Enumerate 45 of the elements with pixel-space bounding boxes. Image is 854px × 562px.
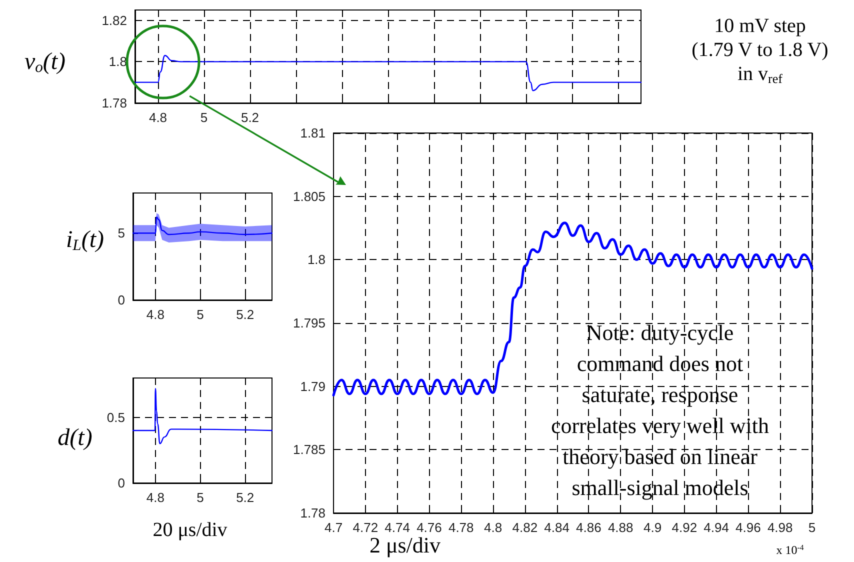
x-tick-label: 4.84 xyxy=(544,520,570,535)
x-tick-label: 4.9 xyxy=(643,520,662,535)
x-tick-label: 5 xyxy=(196,490,204,505)
y-tick-label: 1.78 xyxy=(300,506,326,520)
x-tick-label: 5.2 xyxy=(236,490,254,505)
y-tick-label: 1.81 xyxy=(300,126,326,140)
y-tick-label: 1.8 xyxy=(307,252,326,268)
y-tick-label: 1.805 xyxy=(292,188,326,204)
x-tick-label: 4.8 xyxy=(148,110,168,125)
y-tick-label: 1.78 xyxy=(102,96,127,110)
x-tick-label: 4.92 xyxy=(672,520,698,535)
x-tick-label: 4.72 xyxy=(352,520,378,535)
x-tick-label: 5 xyxy=(200,110,208,125)
y-tick-label: 5 xyxy=(118,226,125,241)
y-tick-label: 1.795 xyxy=(292,316,326,330)
x-axis-title: 2 μs/div xyxy=(369,532,441,558)
x-tick-label: 4.98 xyxy=(767,520,793,535)
x-axis-title: 20 μs/div xyxy=(152,519,228,541)
y-tick-label: 0 xyxy=(118,292,125,308)
x-tick-label: 5 xyxy=(196,307,204,322)
x-tick-label: 5.2 xyxy=(240,110,260,125)
x-tick-label: 4.74 xyxy=(384,520,410,535)
x-tick-label: 4.7 xyxy=(324,520,343,535)
x-tick-label: 4.76 xyxy=(416,520,442,535)
x-tick-label: 4.8 xyxy=(146,307,164,322)
y-axis-title: d(t) xyxy=(58,425,92,451)
x-tick-label: 4.86 xyxy=(576,520,602,535)
line-series xyxy=(132,216,273,236)
x-tick-label: 4.88 xyxy=(608,520,634,535)
x-tick-label: 5 xyxy=(808,520,816,535)
x-tick-label: 4.78 xyxy=(448,520,474,535)
x-tick-label: 4.82 xyxy=(512,520,538,535)
line-series xyxy=(132,388,273,444)
x-tick-label: 4.94 xyxy=(704,520,729,535)
y-tick-label: 1.785 xyxy=(292,442,326,458)
x-tick-label: 4.8 xyxy=(146,490,164,505)
y-tick-label: 1.79 xyxy=(300,378,326,394)
x-tick-label: 4.8 xyxy=(484,520,502,535)
y-tick-label: 1.8 xyxy=(108,54,127,70)
y-tick-label: 0.5 xyxy=(106,410,125,425)
y-tick-label: 1.82 xyxy=(102,12,127,28)
y-tick-label: 0 xyxy=(118,476,125,490)
x-tick-label: 4.96 xyxy=(736,520,761,535)
line-series xyxy=(134,54,642,92)
x-tick-label: 5.2 xyxy=(236,307,254,322)
